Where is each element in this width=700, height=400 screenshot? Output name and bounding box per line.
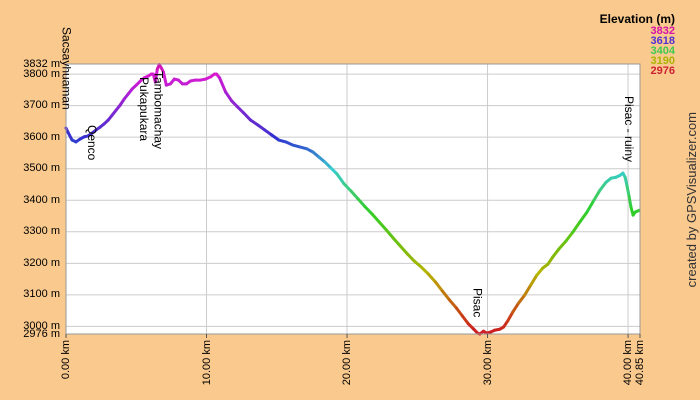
waypoint-label: Tambomachay	[151, 71, 166, 150]
elevation-profile-segment	[391, 236, 402, 248]
plot-border	[65, 63, 641, 335]
y-tick-label: 3200 m	[23, 256, 60, 269]
plot-area	[66, 64, 640, 334]
y-tick-label: 3000 m	[23, 319, 60, 332]
elevation-profile-segment	[592, 188, 602, 202]
elevation-profile-segment	[564, 230, 575, 243]
y-tick-label: 3700 m	[23, 99, 60, 112]
elevation-profile-segment	[426, 272, 437, 284]
legend-entries: 3832 3618 3404 3190 2976	[600, 25, 675, 77]
y-tick-label: 3300 m	[23, 225, 60, 238]
legend-entry: 2976	[650, 65, 675, 77]
y-tick-label: 3800 m	[23, 67, 60, 80]
elevation-profile-segment	[523, 283, 533, 297]
legend-title: Elevation (m)	[599, 12, 675, 26]
elevation-profile-segment	[598, 180, 608, 192]
elevation-profile-segment	[535, 266, 545, 277]
elevation-profile-segment	[529, 273, 539, 287]
elevation-profile-segment	[440, 289, 451, 302]
elevation-profile-segment	[218, 76, 228, 94]
waypoint-label: Sacsayhuaman	[59, 27, 74, 110]
elevation-profile-segment	[571, 220, 582, 234]
elevation-profile-segment	[551, 247, 561, 259]
legend-entry: 3190	[650, 55, 675, 67]
y-tick-label: 3500 m	[23, 162, 60, 175]
legend-entry: 3404	[650, 45, 675, 57]
x-tick-label: 0.00 km	[60, 340, 72, 380]
elevation-profile-segment	[412, 259, 423, 269]
elevation-profile-segment	[405, 252, 416, 263]
y-tick-label: 3832 m	[23, 57, 60, 70]
elevation-profile-segment	[506, 310, 515, 323]
elevation-profile-segment	[161, 70, 168, 87]
elevation-profile-segment	[433, 280, 444, 293]
elevation-profile-segment	[557, 239, 568, 251]
credit-text: created by GPSVisualizer.com	[684, 112, 699, 288]
elevation-profile-segment	[242, 111, 253, 122]
waypoint-label: Pukapukara	[136, 77, 151, 142]
elevation-profile-segment	[447, 298, 458, 310]
elevation-profile-segment	[363, 205, 374, 216]
x-tick-label: 30.00 km	[481, 340, 494, 386]
elevation-profile-segment	[517, 293, 527, 305]
x-tick-label: 20.00 km	[341, 340, 354, 386]
elevation-profile-segment	[377, 220, 388, 232]
elevation-profile-segment	[398, 244, 409, 256]
elevation-profile-segment	[224, 90, 234, 103]
elevation-profile-segment	[153, 67, 159, 84]
legend: Elevation (m) 3832 3618 3404 3190 2976	[599, 12, 675, 77]
elevation-profile-segment	[511, 301, 521, 314]
elevation-profile-segment	[370, 212, 381, 224]
elevation-profile-segment	[585, 198, 596, 214]
waypoint-label: Qenco	[84, 125, 99, 161]
elevation-profile-segment	[419, 265, 430, 276]
elevation-profile-segment	[356, 197, 367, 209]
y-tick-label: 3600 m	[23, 130, 60, 143]
x-tick-label: 10.00 km	[200, 340, 213, 386]
y-tick-label: 2976 m	[23, 327, 60, 340]
waypoint-label: Pisac - ruiny	[621, 96, 636, 163]
elevation-profile-segment	[623, 175, 629, 188]
elevation-profile-segment	[342, 182, 353, 193]
x-tick-label: 40.85 km	[634, 340, 646, 386]
elevation-profile-segment	[627, 194, 633, 209]
elevation-profile-segment	[335, 172, 346, 186]
elevation-profile-segment	[460, 314, 470, 326]
elevation-profile-segment	[384, 228, 395, 240]
y-tick-label: 3100 m	[23, 288, 60, 301]
elevation-profile-segment	[625, 184, 631, 198]
elevation-profile-segment	[454, 306, 464, 318]
legend-entry: 3618	[650, 35, 675, 47]
legend-entry: 3832	[650, 25, 675, 37]
elevation-profile-segment	[578, 210, 589, 224]
y-tick-label: 3400 m	[23, 193, 60, 206]
elevation-profile-segment	[349, 189, 360, 201]
elevation-profile-segment	[635, 208, 641, 213]
waypoint-label: Pisac	[470, 288, 485, 318]
